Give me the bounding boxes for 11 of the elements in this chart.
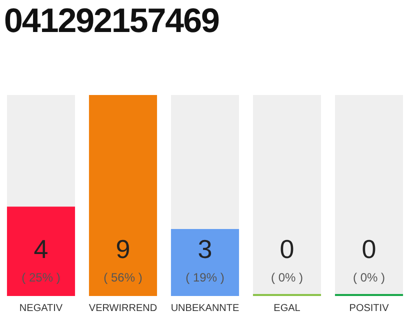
x-tick-label: EGAL: [274, 302, 301, 314]
data-label: 4 ( 25% ): [22, 234, 60, 284]
x-tick-label: UNBEKANNTE: [170, 302, 240, 314]
data-label: 9 ( 56% ): [104, 234, 142, 284]
x-tick-label: VERWIRREND: [88, 302, 158, 314]
x-tick-label: NEGATIV: [19, 302, 63, 314]
data-label: 0 ( 0% ): [352, 234, 386, 284]
data-label: 0 ( 0% ): [270, 234, 304, 284]
data-label: 3 ( 19% ): [186, 234, 224, 284]
x-tick-label: POSITIV: [349, 302, 390, 314]
chart-title: 041292157469: [4, 2, 219, 41]
